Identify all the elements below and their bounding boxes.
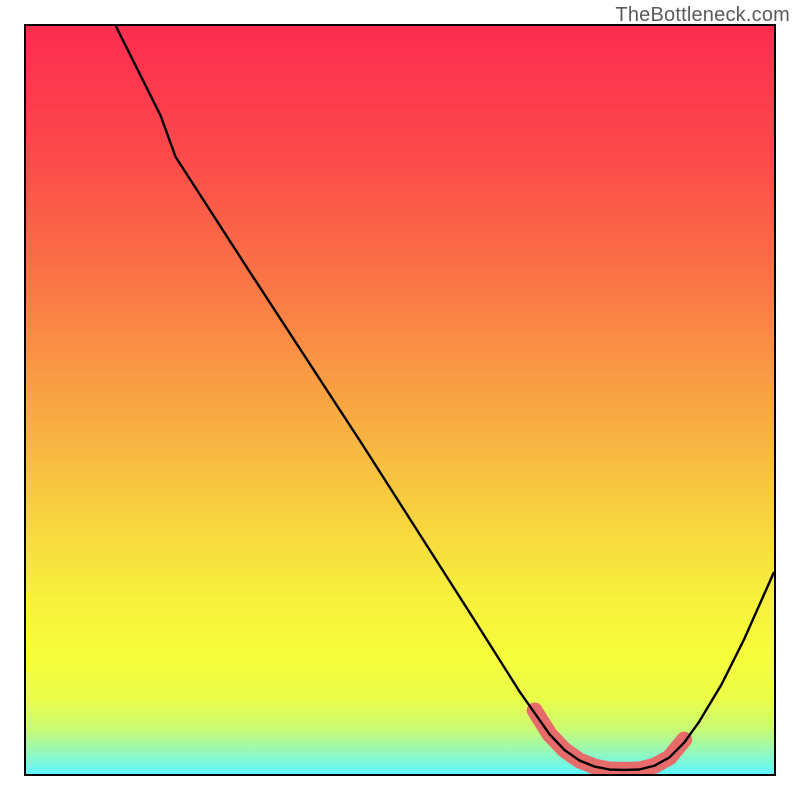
plot-svg bbox=[26, 26, 774, 774]
chart-stage: TheBottleneck.com bbox=[0, 0, 800, 800]
gradient-background bbox=[26, 26, 774, 774]
watermark-text: TheBottleneck.com bbox=[615, 4, 790, 27]
plot-area bbox=[24, 24, 776, 776]
